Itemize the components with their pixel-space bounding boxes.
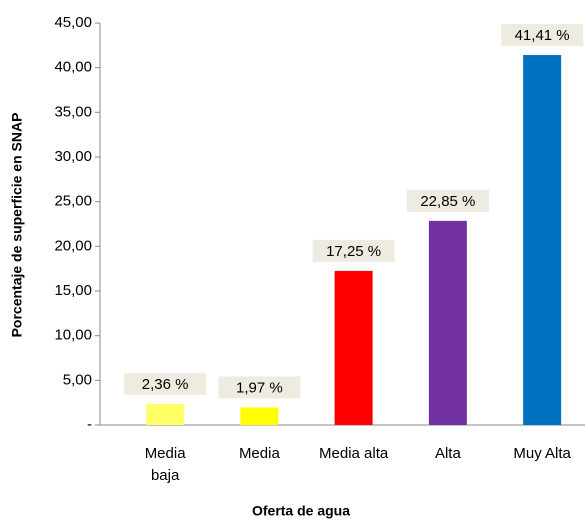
y-tick-label: 10,00 [54, 327, 92, 344]
value-label: 17,25 % [326, 243, 381, 260]
y-tick-label: 35,00 [54, 103, 92, 120]
y-tick-label: 40,00 [54, 59, 92, 76]
x-tick-label: Muy Alta [513, 445, 571, 462]
bar [428, 220, 467, 425]
x-axis-title: Oferta de agua [252, 503, 350, 519]
value-label: 1,97 % [236, 379, 283, 396]
value-label-box [501, 24, 584, 47]
value-label: 41,41 % [515, 27, 570, 44]
y-tick-label: 45,00 [54, 14, 92, 31]
value-label-box [124, 372, 207, 395]
value-label-box [312, 239, 395, 262]
y-tick-label: - [87, 416, 92, 433]
value-label-box [218, 376, 301, 399]
value-label: 22,85 % [420, 193, 475, 210]
bar [240, 407, 279, 425]
y-tick-label: 15,00 [54, 282, 92, 299]
y-tick-label: 30,00 [54, 148, 92, 165]
value-label-box [406, 189, 489, 212]
x-tick-label: Alta [434, 445, 461, 462]
y-axis-title: Porcentaje de superficie en SNAP [9, 113, 25, 338]
bar [334, 270, 373, 425]
bar [146, 403, 185, 425]
value-label: 2,36 % [142, 376, 189, 393]
bar [523, 55, 562, 425]
y-tick-label: 5,00 [63, 371, 92, 388]
y-tick-label: 20,00 [54, 237, 92, 254]
x-tick-label: Media baja [144, 445, 186, 484]
y-tick-label: 25,00 [54, 193, 92, 210]
x-tick-label: Media [238, 445, 280, 462]
x-tick-label: Media alta [319, 445, 389, 462]
